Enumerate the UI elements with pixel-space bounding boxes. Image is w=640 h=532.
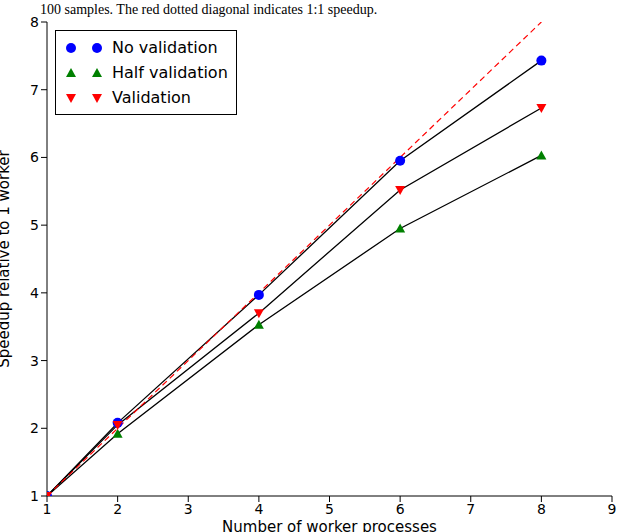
svg-text:Number of worker processes: Number of worker processes: [222, 518, 437, 532]
svg-text:2: 2: [30, 420, 39, 436]
html-text:100 samples. The red dotted di: 100 samples. The red dotted diagonal ind…: [40, 2, 378, 17]
svg-text:6: 6: [30, 149, 39, 165]
svg-text:3: 3: [30, 353, 39, 369]
svg-text:1: 1: [30, 488, 39, 504]
svg-text:2: 2: [113, 501, 122, 517]
html-text:Half validation: Half validation: [112, 63, 228, 82]
svg-text:8: 8: [30, 14, 39, 30]
svg-text:5: 5: [30, 217, 39, 233]
svg-text:9: 9: [608, 501, 617, 517]
html-text:Validation: Validation: [112, 88, 191, 107]
svg-text:6: 6: [396, 501, 405, 517]
svg-text:4: 4: [30, 285, 39, 301]
svg-text:3: 3: [184, 501, 193, 517]
svg-text:4: 4: [254, 501, 263, 517]
html-text:No validation: No validation: [112, 38, 218, 57]
svg-text:8: 8: [537, 501, 546, 517]
svg-text:Speedup relative to 1 worker: Speedup relative to 1 worker: [8, 149, 13, 367]
svg-text:7: 7: [30, 82, 39, 98]
svg-text:1: 1: [43, 501, 52, 517]
svg-text:5: 5: [325, 501, 334, 517]
svg-text:7: 7: [466, 501, 475, 517]
